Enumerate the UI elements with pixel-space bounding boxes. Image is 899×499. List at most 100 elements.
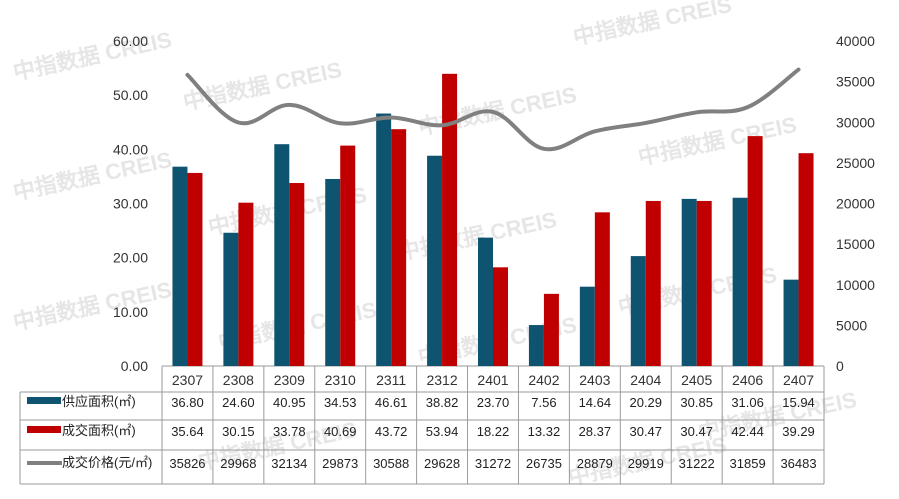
deal-bar bbox=[747, 136, 763, 366]
supply-bar bbox=[630, 256, 646, 366]
category-label: 2307 bbox=[172, 372, 203, 388]
table-cell: 26735 bbox=[526, 456, 562, 471]
category-label: 2309 bbox=[274, 372, 305, 388]
supply-bar bbox=[732, 197, 748, 366]
category-label: 2311 bbox=[376, 372, 406, 388]
table-cell: 34.53 bbox=[324, 395, 357, 410]
left-y-tick-label: 40.00 bbox=[113, 141, 148, 157]
table-cell: 29873 bbox=[322, 456, 358, 471]
table-cell: 33.78 bbox=[273, 424, 306, 439]
table-cell: 28879 bbox=[577, 456, 613, 471]
supply-bar bbox=[681, 198, 697, 366]
table-cell: 40.95 bbox=[273, 395, 306, 410]
category-label: 2401 bbox=[477, 372, 508, 388]
watermark-text: 中指数据 CREIS bbox=[571, 0, 734, 50]
category-label: 2407 bbox=[783, 372, 814, 388]
table-cell: 43.72 bbox=[375, 424, 408, 439]
table-cell: 35826 bbox=[169, 456, 205, 471]
watermark-text: 中指数据 CREIS bbox=[181, 57, 344, 115]
right-y-tick-label: 0 bbox=[836, 358, 844, 374]
deal-bar bbox=[340, 145, 356, 366]
table-cell: 13.32 bbox=[528, 424, 561, 439]
price-line bbox=[185, 67, 801, 152]
watermark-text: 中指数据 CREIS bbox=[416, 82, 579, 140]
left-y-tick-label: 30.00 bbox=[113, 196, 148, 212]
table-cell: 24.60 bbox=[222, 395, 255, 410]
right-y-tick-label: 35000 bbox=[836, 74, 875, 90]
table-cell: 35.64 bbox=[171, 424, 204, 439]
supply-bar bbox=[376, 113, 392, 366]
legend-label: 成交价格(元/㎡) bbox=[62, 455, 152, 470]
table-cell: 30.47 bbox=[629, 424, 662, 439]
legend-label: 供应面积(㎡) bbox=[62, 394, 136, 409]
table-cell: 32134 bbox=[271, 456, 307, 471]
legend-swatch bbox=[27, 397, 61, 404]
bars bbox=[172, 73, 814, 366]
deal-bar bbox=[493, 267, 508, 366]
table-cell: 14.64 bbox=[579, 395, 612, 410]
table-cell: 7.56 bbox=[531, 395, 556, 410]
watermark-text: 中指数据 CREIS bbox=[396, 207, 559, 265]
table-cell: 30.85 bbox=[680, 395, 713, 410]
table-cell: 18.22 bbox=[477, 424, 510, 439]
supply-bar bbox=[579, 286, 595, 366]
category-label: 2312 bbox=[426, 372, 457, 388]
data-table: 2307 2308 2309 2310 2311 2312 2401 2402 2403 2404… bbox=[27, 372, 817, 471]
left-y-tick-label: 0.00 bbox=[121, 358, 148, 374]
deal-bar bbox=[798, 153, 814, 366]
deal-bar bbox=[289, 183, 305, 366]
right-y-axis: 0 5000 10000 15000 20000 25000 30000 35000 40000 bbox=[836, 33, 875, 374]
table-cell: 40.69 bbox=[324, 424, 357, 439]
category-label: 2308 bbox=[223, 372, 254, 388]
supply-bar bbox=[427, 155, 443, 366]
supply-bar bbox=[528, 325, 544, 366]
table-cell: 29919 bbox=[628, 456, 664, 471]
left-y-tick-label: 20.00 bbox=[113, 250, 148, 266]
supply-bar bbox=[325, 178, 341, 366]
watermark-text: 中指数据 CREIS bbox=[11, 27, 174, 85]
table-cell: 31222 bbox=[679, 456, 715, 471]
left-y-tick-label: 10.00 bbox=[113, 304, 148, 320]
table-cell: 53.94 bbox=[426, 424, 459, 439]
left-y-tick-label: 60.00 bbox=[113, 33, 148, 49]
left-y-tick-label: 50.00 bbox=[113, 87, 148, 103]
left-y-axis: 0.00 10.00 20.00 30.00 40.00 50.00 60.00 bbox=[113, 33, 148, 374]
legend-label: 成交面积(㎡) bbox=[62, 423, 136, 438]
table-cell: 30.47 bbox=[680, 424, 713, 439]
table-cell: 15.94 bbox=[782, 395, 815, 410]
table-cell: 36.80 bbox=[171, 395, 204, 410]
supply-bar bbox=[274, 144, 290, 366]
legend-swatch bbox=[27, 426, 61, 433]
table-cell: 23.70 bbox=[477, 395, 510, 410]
deal-bar bbox=[187, 172, 203, 366]
category-label: 2403 bbox=[579, 372, 610, 388]
category-label: 2310 bbox=[325, 372, 356, 388]
supply-bar bbox=[478, 237, 493, 366]
watermark-text: 中指数据 CREIS bbox=[11, 277, 174, 335]
watermark-text: 中指数据 CREIS bbox=[11, 147, 174, 205]
table-cell: 36483 bbox=[780, 456, 816, 471]
deal-bar bbox=[645, 200, 661, 366]
table-cell: 28.37 bbox=[579, 424, 612, 439]
table-cell: 38.82 bbox=[426, 395, 459, 410]
table-cell: 31859 bbox=[730, 456, 766, 471]
right-y-tick-label: 25000 bbox=[836, 155, 875, 171]
right-y-tick-label: 10000 bbox=[836, 277, 875, 293]
supply-bar bbox=[223, 232, 239, 366]
category-label: 2404 bbox=[630, 372, 661, 388]
deal-bar bbox=[594, 212, 610, 366]
right-y-tick-label: 40000 bbox=[836, 33, 875, 49]
table-cell: 29628 bbox=[424, 456, 460, 471]
right-y-tick-label: 15000 bbox=[836, 236, 875, 252]
table-cell: 31.06 bbox=[731, 395, 764, 410]
category-label: 2405 bbox=[681, 372, 712, 388]
table-cell: 42.44 bbox=[731, 424, 764, 439]
deal-bar bbox=[543, 293, 559, 366]
deal-bar bbox=[696, 200, 712, 366]
table-cell: 20.29 bbox=[629, 395, 662, 410]
deal-bar bbox=[238, 202, 254, 366]
supply-bar bbox=[783, 279, 799, 366]
deal-bar bbox=[391, 129, 407, 366]
table-cell: 31272 bbox=[475, 456, 511, 471]
